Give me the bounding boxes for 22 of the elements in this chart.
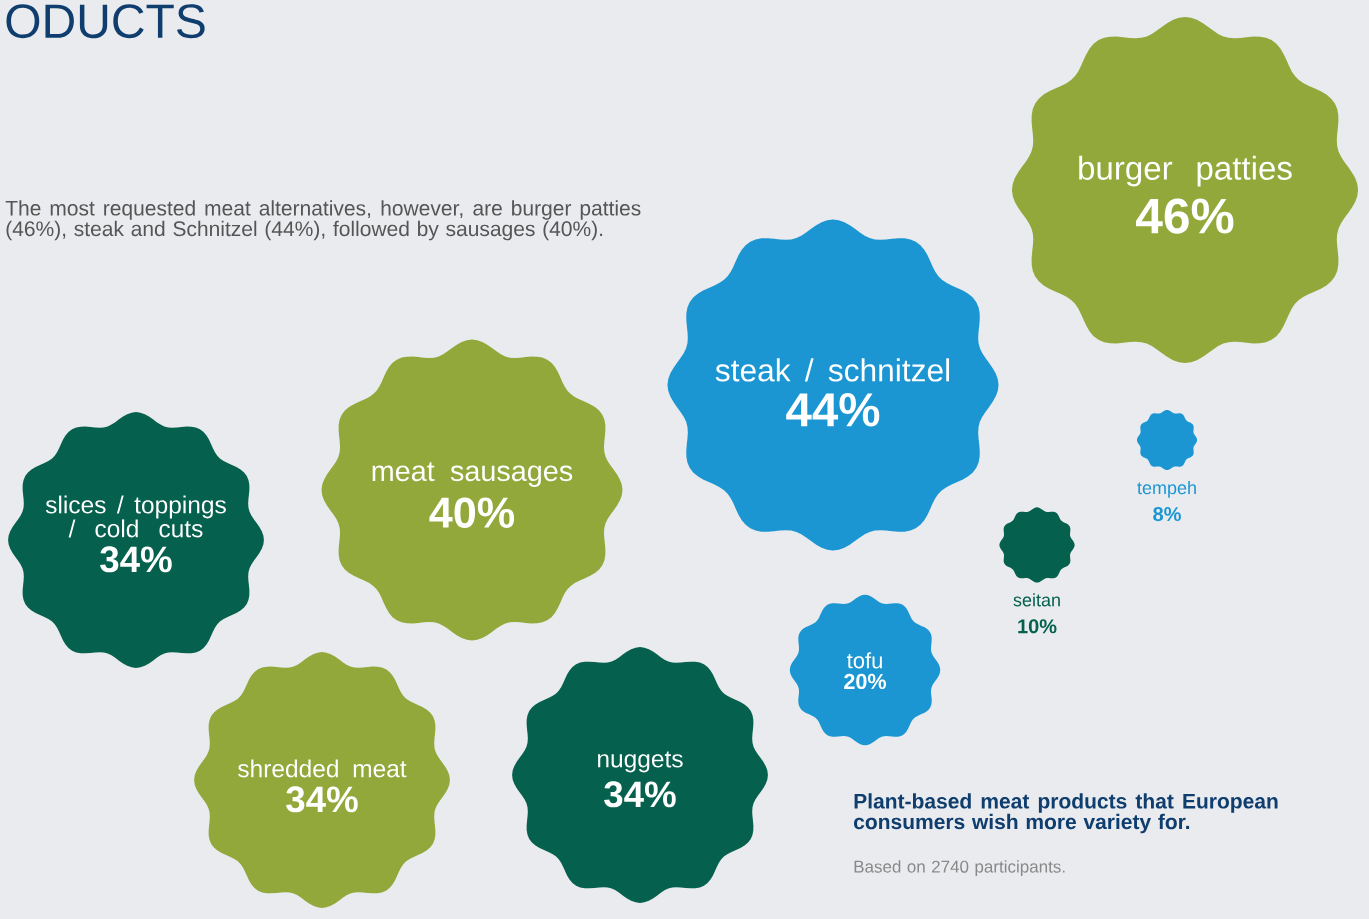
data-label: 46%: [1136, 198, 1234, 234]
text: The most requested meat alternatives, however, are burger patties (46%), steak and Schnitzel (44%), followed by sausages (40%).: [5, 200, 641, 241]
data-label: 40%: [429, 497, 515, 528]
data-label: 8%: [1153, 507, 1181, 522]
text: Based on 2740 participants.: [854, 860, 1065, 877]
category-label: burger patties: [1079, 155, 1292, 187]
category-label: steak / schnitzel: [715, 358, 950, 382]
data-label: 10%: [1018, 619, 1057, 634]
category-label: tempeh: [1137, 480, 1196, 498]
data-label: 34%: [604, 781, 676, 808]
text: ODUCTS: [6, 4, 205, 39]
category-label: meat sausages: [372, 462, 573, 487]
category-label: nuggets: [598, 751, 683, 773]
data-label: 34%: [100, 546, 172, 573]
data-label: 44%: [786, 393, 880, 427]
data-label: 20%: [844, 673, 887, 690]
data-label: 34%: [286, 786, 358, 813]
text: Plant-based meat products that European consumers wish more variety for.: [854, 793, 1278, 834]
category-label: shredded meat: [238, 759, 407, 778]
category-label: slices / toppings / cold cuts: [45, 495, 226, 538]
category-label: seitan: [1013, 593, 1060, 607]
category-label: tofu: [846, 652, 882, 669]
